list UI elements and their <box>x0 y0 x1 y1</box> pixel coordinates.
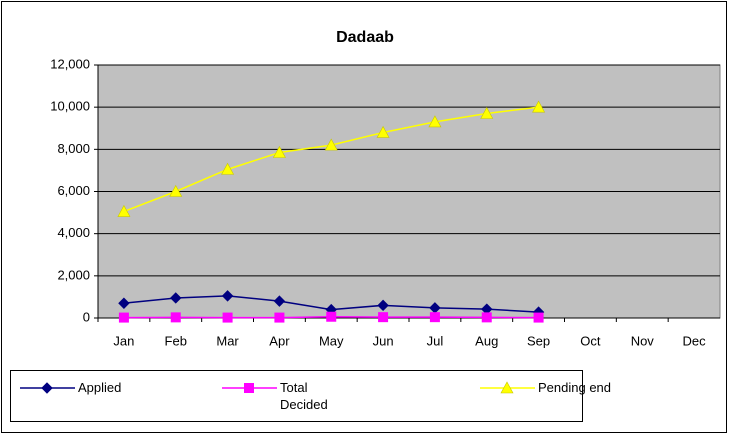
y-tick-label: 0 <box>83 309 90 324</box>
marker <box>170 292 182 304</box>
y-tick-label: 8,000 <box>57 141 90 156</box>
marker <box>118 312 129 323</box>
marker <box>480 106 494 119</box>
x-tick-label: Apr <box>269 333 290 348</box>
chart-title: Dadaab <box>336 29 394 46</box>
marker <box>272 145 286 158</box>
x-tick-label: Sep <box>527 333 550 348</box>
marker <box>378 312 389 323</box>
x-tick-label: Feb <box>165 333 187 348</box>
y-tick-label: 6,000 <box>57 183 90 198</box>
legend-box <box>10 370 583 422</box>
legend-label-box: Applied <box>78 380 122 395</box>
legend-label: Pending end <box>538 380 612 395</box>
marker <box>41 382 53 394</box>
marker <box>118 297 130 309</box>
legend-label-box: Pending end <box>538 380 612 395</box>
marker <box>429 312 440 323</box>
marker <box>117 204 131 217</box>
x-tick-label: Mar <box>216 333 239 348</box>
marker <box>326 311 337 322</box>
x-tick-label: Nov <box>631 333 655 348</box>
marker <box>169 184 183 197</box>
marker <box>221 162 235 175</box>
marker <box>500 381 514 394</box>
marker <box>481 312 492 323</box>
y-tick-label: 2,000 <box>57 267 90 282</box>
marker <box>428 115 442 128</box>
marker <box>273 295 286 307</box>
x-tick-label: Aug <box>475 333 498 348</box>
y-tick-label: 10,000 <box>50 99 90 114</box>
marker <box>244 383 254 393</box>
legend-label-box: Total Decided <box>280 380 328 412</box>
marker <box>222 312 233 323</box>
legend-label: Total Decided <box>280 380 328 412</box>
marker <box>532 100 546 113</box>
x-tick-label: Jul <box>427 333 444 348</box>
x-tick-label: Dec <box>683 333 707 348</box>
y-tick-label: 12,000 <box>50 56 90 71</box>
marker <box>324 138 338 151</box>
y-tick-label: 4,000 <box>57 225 90 240</box>
legend-label: Applied <box>78 380 122 395</box>
marker <box>533 312 544 323</box>
x-tick-label: May <box>319 333 344 348</box>
marker <box>274 312 285 323</box>
marker <box>376 125 390 138</box>
x-tick-label: Jun <box>373 333 394 348</box>
marker <box>221 290 234 302</box>
marker <box>377 299 389 312</box>
marker <box>170 312 181 323</box>
x-tick-label: Jan <box>113 333 134 348</box>
x-tick-label: Oct <box>580 333 601 348</box>
